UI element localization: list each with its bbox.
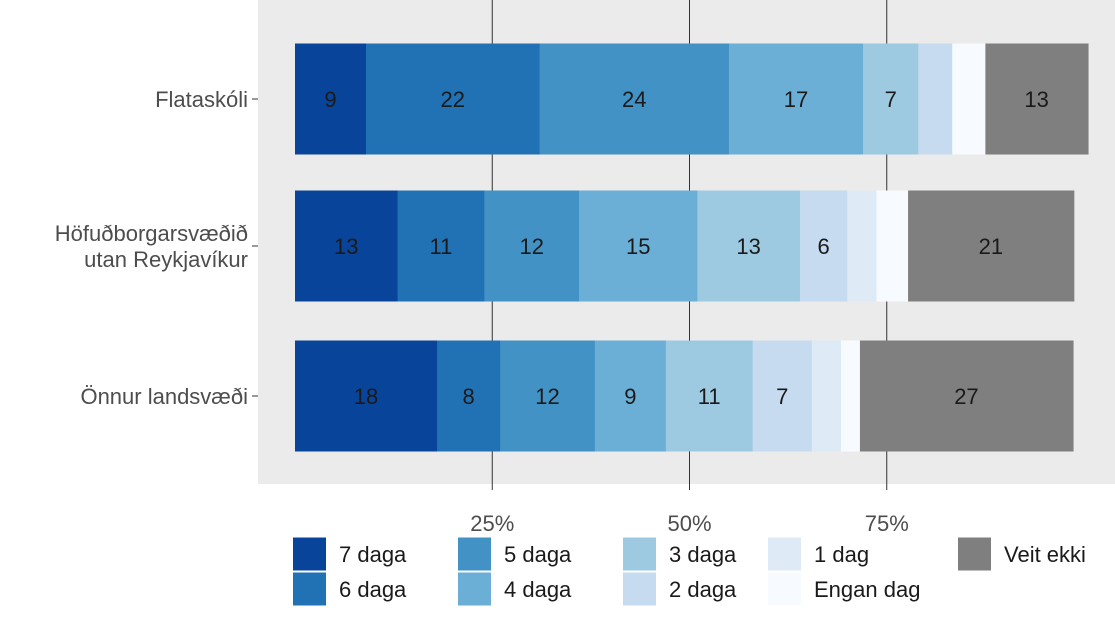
bar-value-label: 12: [519, 234, 543, 259]
bar-segment: [397, 190, 485, 302]
legend-label: Veit ekki: [1004, 542, 1086, 567]
x-tick-label: 25%: [470, 511, 514, 536]
legend-label: Engan dag: [814, 577, 920, 602]
bar-value-label: 9: [624, 384, 636, 409]
bar-segment: [952, 43, 986, 155]
bar-value-label: 9: [324, 87, 336, 112]
legend-key: [768, 537, 801, 571]
bar-value-label: 15: [626, 234, 650, 259]
bar-segment: [295, 340, 438, 452]
bar-value-label: 24: [622, 87, 646, 112]
bar-segment: [863, 43, 919, 155]
bar-value-label: 7: [776, 384, 788, 409]
bar-segment: [500, 340, 596, 452]
bar-value-label: 18: [354, 384, 378, 409]
bar-segment: [366, 43, 541, 155]
bar-segment: [295, 43, 367, 155]
legend-label: 5 daga: [504, 542, 572, 567]
bar-segment: [859, 340, 1074, 452]
bar-segment: [876, 190, 909, 302]
bar-segment: [799, 190, 848, 302]
legend-key: [623, 572, 656, 606]
legend-key: [958, 537, 991, 571]
bar-value-label: 21: [979, 234, 1003, 259]
bar-segment: [811, 340, 842, 452]
bar-value-label: 11: [430, 234, 453, 259]
bar-segment: [295, 190, 399, 302]
legend-label: 2 daga: [669, 577, 737, 602]
bar-segment: [594, 340, 667, 452]
category-label: Flataskóli: [155, 87, 248, 112]
bar-value-label: 13: [334, 234, 358, 259]
bar-segment: [665, 340, 754, 452]
bar-value-label: 7: [885, 87, 897, 112]
legend-key: [623, 537, 656, 571]
bar-segment: [437, 340, 501, 452]
bar-value-label: 22: [441, 87, 465, 112]
legend-key: [458, 537, 491, 571]
legend-label: 7 daga: [339, 542, 407, 567]
bar-segment: [484, 190, 580, 302]
legend-key: [768, 572, 801, 606]
bar-segment: [918, 43, 953, 155]
category-label: Önnur landsvæði: [80, 384, 248, 409]
legend-label: 1 dag: [814, 542, 869, 567]
bar-segment: [985, 43, 1089, 155]
bar-value-label: 13: [736, 234, 760, 259]
bar-segment: [908, 190, 1075, 302]
category-label: Höfuðborgarsvæðið utan Reykjavíkur: [55, 221, 248, 272]
legend-key: [293, 537, 326, 571]
bar-segment: [579, 190, 698, 302]
x-tick-label: 50%: [667, 511, 711, 536]
bar-value-label: 8: [462, 384, 474, 409]
bar-value-label: 13: [1024, 87, 1048, 112]
legend-label: 6 daga: [339, 577, 407, 602]
bar-segment: [847, 190, 878, 302]
bar-value-label: 6: [818, 234, 830, 259]
bar-segment: [697, 190, 801, 302]
bar-value-label: 12: [535, 384, 559, 409]
legend-key: [293, 572, 326, 606]
bars-layer: 9 22 24 17 7 13 13 11 12 15 13 6 21 18 8 12 9 11 7 27: [295, 43, 1089, 452]
legend-key: [458, 572, 491, 606]
bar-value-label: 17: [784, 87, 808, 112]
value-axis: 25% 50% 75%: [470, 484, 909, 536]
bar-value-label: 27: [954, 384, 978, 409]
bar-segment: [752, 340, 813, 452]
legend-label: 4 daga: [504, 577, 572, 602]
bar-segment: [539, 43, 730, 155]
legend-label: 3 daga: [669, 542, 737, 567]
bar-value-label: 11: [698, 384, 721, 409]
bar-segment: [728, 43, 864, 155]
bar-segment: [840, 340, 861, 452]
x-tick-label: 75%: [865, 511, 909, 536]
category-axis: Flataskóli Höfuðborgarsvæðið utan Reykjaví…: [55, 87, 258, 409]
legend: 7 daga 6 daga 5 daga 4 daga 3 daga 2 daga 1 da…: [293, 537, 1086, 606]
